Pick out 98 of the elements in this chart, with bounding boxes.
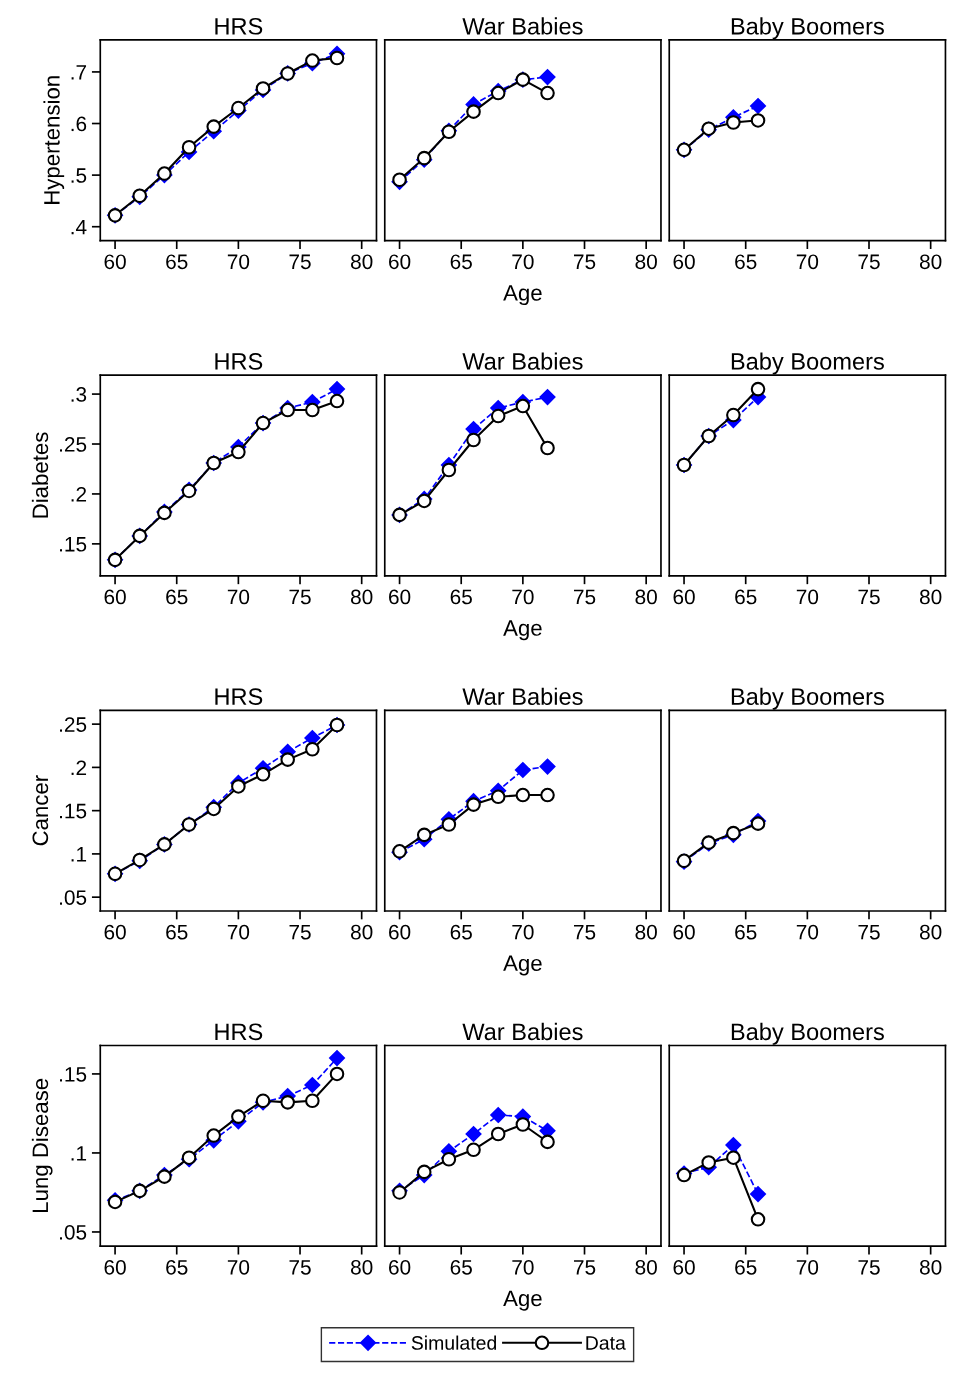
x-tick-label: 60	[389, 1259, 411, 1275]
x-tick-label: 75	[858, 924, 880, 940]
x-axis-title: Age	[503, 285, 542, 306]
x-tick-label: 75	[858, 589, 880, 605]
legend-label: Simulated	[411, 1335, 497, 1350]
y-tick-label: .4	[71, 219, 87, 235]
chart-title: HRS	[215, 688, 263, 705]
x-tick-label: 60	[389, 589, 411, 605]
x-tick-label: 75	[574, 589, 596, 605]
x-tick-label: 65	[166, 924, 188, 940]
chart-title: War Babies	[462, 1022, 583, 1041]
y-tick-label: .3	[71, 387, 87, 402]
x-tick-label: 70	[796, 589, 819, 605]
x-tick-label: 65	[166, 1259, 188, 1275]
y-tick-label: .05	[60, 1224, 87, 1240]
chart-title: HRS	[215, 353, 263, 370]
x-tick-label: 75	[858, 1260, 880, 1275]
x-tick-label: 60	[104, 1259, 126, 1275]
x-tick-label: 60	[673, 1259, 695, 1275]
x-tick-label: 80	[919, 1259, 942, 1275]
chart-title: Baby Boomers	[731, 687, 884, 710]
x-tick-label: 75	[289, 254, 311, 270]
x-tick-label: 65	[735, 254, 757, 270]
chart-title: War Babies	[462, 352, 583, 370]
x-tick-label: 70	[227, 589, 250, 605]
chart-title: War Babies	[462, 17, 583, 35]
x-tick-label: 60	[673, 924, 695, 940]
y-tick-label: .1	[71, 847, 87, 862]
x-tick-label: 80	[351, 589, 373, 605]
x-tick-label: 75	[858, 254, 880, 270]
x-tick-label: 70	[512, 254, 534, 270]
x-tick-label: 70	[512, 1259, 534, 1275]
y-tick-label: .2	[71, 486, 87, 502]
x-tick-label: 65	[450, 254, 472, 270]
x-tick-label: 75	[574, 254, 596, 270]
x-tick-label: 70	[512, 924, 534, 940]
x-tick-label: 80	[351, 924, 373, 940]
x-tick-label: 60	[104, 589, 126, 605]
y-tick-label: .25	[60, 437, 87, 452]
x-tick-label: 60	[104, 924, 126, 940]
x-tick-label: 60	[673, 589, 695, 605]
x-tick-label: 80	[635, 1259, 657, 1275]
x-tick-label: 80	[635, 589, 657, 605]
chart-title: Baby Boomers	[731, 352, 884, 375]
x-tick-label: 75	[289, 1260, 311, 1275]
x-tick-label: 70	[796, 1259, 819, 1275]
x-tick-label: 80	[919, 924, 942, 940]
y-tick-label: .25	[60, 717, 87, 732]
x-tick-label: 70	[227, 254, 250, 270]
x-tick-label: 75	[574, 924, 596, 940]
x-tick-label: 65	[735, 924, 757, 940]
x-tick-label: 60	[389, 254, 411, 270]
chart-title: Baby Boomers	[731, 17, 884, 40]
y-tick-label: .15	[60, 803, 87, 819]
x-tick-label: 80	[351, 254, 373, 270]
x-tick-label: 75	[574, 1260, 596, 1275]
x-tick-label: 60	[389, 924, 411, 940]
x-tick-label: 80	[635, 254, 657, 270]
x-tick-label: 70	[796, 254, 819, 270]
x-tick-label: 80	[919, 254, 942, 270]
x-axis-title: Age	[503, 955, 542, 976]
x-tick-label: 80	[351, 1259, 373, 1275]
y-axis-title: Lung Disease	[31, 1078, 53, 1212]
y-tick-label: .5	[71, 168, 87, 183]
y-tick-label: .6	[71, 116, 87, 132]
x-axis-title: Age	[503, 620, 542, 641]
x-tick-label: 70	[227, 924, 250, 940]
x-tick-label: 65	[166, 254, 188, 270]
y-tick-label: .2	[71, 760, 87, 775]
chart-title: War Babies	[462, 687, 583, 705]
legend-label: Data	[586, 1336, 626, 1350]
chart-title: Baby Boomers	[731, 1022, 884, 1045]
x-tick-label: 60	[104, 254, 126, 270]
x-axis-title: Age	[503, 1290, 542, 1311]
y-axis-title: Hypertension	[43, 76, 65, 204]
x-tick-label: 70	[796, 924, 819, 940]
x-tick-label: 70	[227, 1259, 250, 1275]
y-tick-label: .7	[71, 65, 87, 80]
x-tick-label: 65	[735, 589, 757, 605]
y-axis-title: Diabetes	[31, 432, 49, 518]
y-axis-title: Cancer	[32, 775, 49, 846]
x-tick-label: 70	[512, 589, 534, 605]
chart-title: HRS	[215, 1023, 263, 1041]
x-tick-label: 65	[450, 589, 472, 605]
y-tick-label: .05	[60, 890, 87, 905]
x-tick-label: 65	[166, 589, 188, 605]
x-tick-label: 65	[450, 924, 472, 940]
y-tick-label: .1	[71, 1146, 87, 1161]
x-tick-label: 80	[635, 924, 657, 940]
x-tick-label: 65	[735, 1259, 757, 1275]
y-tick-label: .15	[60, 1067, 87, 1082]
chart-title: HRS	[215, 17, 263, 35]
x-tick-label: 75	[289, 924, 311, 940]
x-tick-label: 80	[919, 589, 942, 605]
y-tick-label: .15	[60, 537, 87, 552]
x-tick-label: 65	[450, 1259, 472, 1275]
x-tick-label: 60	[673, 254, 695, 270]
x-tick-label: 75	[289, 589, 311, 605]
